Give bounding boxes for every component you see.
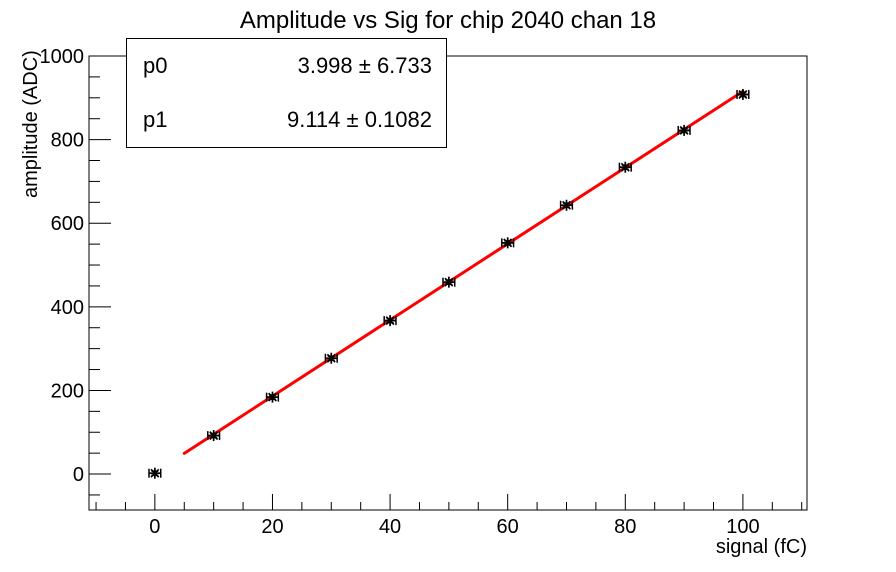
marker-stroke [150,468,160,478]
y-tick-label: 400 [51,297,84,319]
marker-stroke [679,125,689,135]
stat-param-name: p1 [143,107,168,132]
plot-frame [88,55,808,511]
data-point [677,124,691,136]
marker-stroke [326,353,336,363]
x-tick-label: 0 [149,516,160,538]
marker-stroke [620,162,630,172]
stat-param-name: p0 [143,53,168,78]
y-tick-label: 600 [51,213,84,235]
x-tick-label: 100 [726,516,759,538]
y-tick-label: 200 [51,380,84,402]
data-point [501,237,515,249]
x-tick-label: 60 [497,516,519,538]
marker-stroke [738,89,748,99]
marker-stroke [503,238,513,248]
y-tick-label: 1000 [40,46,85,68]
data-point [265,391,280,403]
marker-stroke [209,431,219,441]
x-tick-label: 80 [614,516,636,538]
marker-stroke [385,316,395,326]
data-point [736,88,750,100]
data-point [383,315,397,327]
y-axis-title: amplitude (ADC) [20,50,42,198]
data-point [207,430,221,442]
marker-stroke [267,392,277,402]
stat-row-p0: p0 3.998 ± 6.733 [127,53,446,79]
stat-row-p1: p1 9.114 ± 0.1082 [127,107,446,133]
data-point [442,276,456,288]
marker-stroke [444,277,454,287]
stat-param-value: 3.998 ± 6.733 [297,53,432,78]
x-tick-label: 20 [261,516,283,538]
y-tick-label: 0 [73,464,84,486]
data-point [618,161,632,173]
stat-param-value: 9.114 ± 0.1082 [286,107,432,132]
data-point [148,467,162,479]
fit-stats-box: p0 3.998 ± 6.733 p1 9.114 ± 0.1082 [126,38,447,148]
data-point [559,199,574,211]
y-tick-label: 800 [51,130,84,152]
fit-line [182,89,745,455]
x-tick-label: 40 [379,516,401,538]
chart-title: Amplitude vs Sig for chip 2040 chan 18 [239,7,657,34]
data-point [324,352,338,364]
marker-stroke [562,200,571,210]
x-axis-title: signal (fC) [715,536,807,558]
